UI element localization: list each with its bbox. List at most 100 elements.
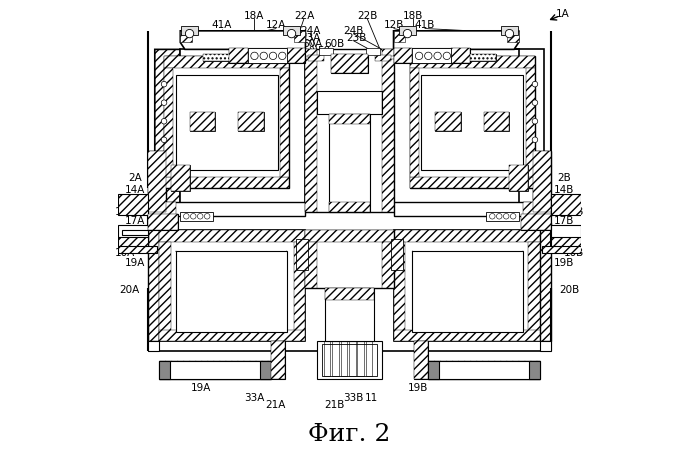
Circle shape	[161, 81, 167, 87]
Text: 15A: 15A	[125, 197, 145, 207]
Bar	[164, 68, 173, 177]
Bar	[526, 68, 535, 177]
Bar	[394, 31, 405, 42]
Text: 12A: 12A	[266, 20, 287, 30]
Circle shape	[532, 119, 538, 124]
Bar	[552, 194, 582, 215]
Bar	[533, 152, 552, 212]
Text: 10B: 10B	[564, 248, 584, 259]
Bar	[552, 225, 582, 238]
Bar	[435, 112, 461, 131]
Circle shape	[204, 213, 210, 219]
Bar	[180, 212, 212, 221]
Text: Фиг. 2: Фиг. 2	[308, 423, 391, 445]
Text: 18B: 18B	[403, 11, 424, 20]
Text: 16B: 16B	[564, 206, 584, 217]
Bar	[247, 48, 287, 63]
Bar	[147, 214, 178, 230]
Bar	[410, 56, 535, 68]
Bar	[305, 49, 394, 212]
Polygon shape	[394, 31, 519, 49]
Bar	[435, 112, 461, 131]
Bar	[203, 54, 250, 61]
Bar	[305, 59, 317, 212]
Bar	[326, 288, 373, 341]
Text: 19A: 19A	[191, 383, 211, 393]
Text: 1A: 1A	[556, 9, 570, 19]
Text: 19A: 19A	[125, 258, 145, 268]
Bar	[175, 251, 287, 332]
Bar	[540, 223, 552, 341]
Polygon shape	[394, 49, 545, 212]
Text: 2A: 2A	[129, 173, 142, 183]
Bar	[147, 152, 166, 212]
Circle shape	[505, 29, 514, 38]
Polygon shape	[154, 49, 180, 212]
Bar	[308, 55, 324, 61]
Circle shape	[496, 213, 502, 219]
Bar	[271, 341, 284, 379]
Bar	[501, 26, 518, 34]
Bar	[449, 54, 496, 61]
Circle shape	[424, 52, 432, 60]
Bar	[189, 112, 215, 131]
Bar	[164, 56, 289, 188]
Bar	[287, 48, 305, 63]
Bar	[238, 112, 264, 131]
Bar	[394, 230, 540, 242]
Bar	[521, 214, 552, 230]
Bar	[412, 251, 524, 332]
Bar	[164, 56, 289, 68]
Text: 33A: 33A	[244, 393, 265, 403]
Bar	[317, 341, 382, 379]
Bar	[271, 341, 284, 379]
Circle shape	[510, 213, 516, 219]
Circle shape	[279, 52, 286, 60]
Bar	[280, 68, 289, 177]
Bar	[524, 202, 552, 216]
Text: 14B: 14B	[554, 185, 574, 195]
Bar	[159, 361, 170, 379]
Text: 15B: 15B	[554, 197, 574, 207]
Text: 14A: 14A	[125, 185, 145, 195]
Bar	[391, 239, 403, 270]
Bar	[542, 246, 582, 253]
Bar	[296, 239, 308, 270]
Text: 20A: 20A	[119, 286, 139, 295]
Text: 18A: 18A	[244, 11, 265, 20]
Bar	[164, 177, 289, 188]
Bar	[394, 48, 470, 63]
Circle shape	[184, 213, 189, 219]
Bar	[394, 330, 540, 341]
Text: 21B: 21B	[324, 400, 345, 410]
Text: 17A: 17A	[125, 216, 145, 226]
Text: 21A: 21A	[265, 400, 285, 410]
Bar	[394, 242, 405, 341]
Circle shape	[161, 119, 167, 124]
Bar	[331, 54, 368, 73]
Text: 17B: 17B	[554, 216, 574, 226]
Circle shape	[532, 81, 538, 87]
Bar	[329, 114, 370, 124]
Bar	[533, 152, 552, 212]
Bar	[180, 31, 192, 42]
Bar	[159, 230, 305, 242]
Bar	[421, 75, 524, 170]
Text: 16A: 16A	[115, 206, 135, 217]
Circle shape	[161, 100, 167, 106]
Bar	[189, 112, 215, 131]
Bar	[322, 344, 377, 376]
Circle shape	[269, 52, 277, 60]
Bar	[117, 246, 157, 253]
Bar	[452, 48, 470, 63]
Bar	[329, 114, 370, 212]
Bar	[283, 26, 300, 34]
Circle shape	[434, 52, 441, 60]
Bar	[382, 242, 394, 288]
Bar	[159, 242, 171, 341]
Bar	[305, 230, 394, 288]
Bar	[510, 165, 528, 191]
Bar	[399, 26, 416, 34]
Circle shape	[287, 29, 296, 38]
Bar	[375, 55, 391, 61]
